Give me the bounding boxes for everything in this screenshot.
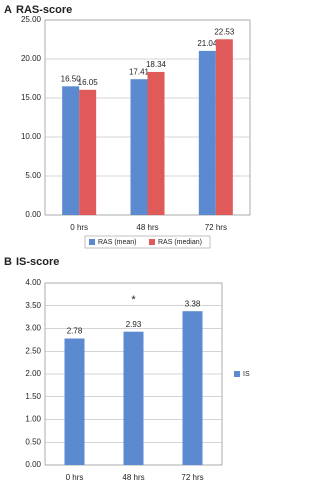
legend-swatch	[234, 371, 240, 377]
y-tick-label: 20.00	[21, 54, 42, 63]
y-tick-label: 1.50	[25, 392, 41, 401]
legend-label: IS	[243, 371, 250, 378]
y-tick-label: 10.00	[21, 132, 42, 141]
annotation: *	[131, 294, 136, 306]
y-tick-label: 2.00	[25, 369, 41, 378]
x-tick-label: 0 hrs	[66, 473, 84, 482]
value-label: 16.50	[61, 74, 82, 83]
y-tick-label: 2.50	[25, 346, 41, 355]
bar	[64, 338, 85, 465]
y-tick-label: 3.50	[25, 301, 41, 310]
chart-title: RAS-score	[16, 4, 72, 16]
bar	[123, 331, 144, 465]
legend-swatch	[149, 239, 155, 245]
legend-label: RAS (median)	[158, 239, 202, 246]
value-label: 2.78	[67, 327, 83, 336]
bar	[182, 311, 203, 465]
bar	[62, 86, 80, 215]
y-tick-label: 3.00	[25, 324, 41, 333]
y-tick-label: 0.50	[25, 437, 41, 446]
y-tick-label: 5.00	[25, 171, 41, 180]
value-label: 18.34	[146, 60, 167, 69]
bar	[79, 89, 97, 215]
value-label: 17.41	[129, 67, 150, 76]
page: A RAS-score 0.00 5.00 10.00 15.00 20.00 25.00 0 …	[4, 4, 251, 482]
value-label: 22.53	[214, 27, 235, 36]
y-tick-label: 4.00	[25, 278, 41, 287]
bar	[215, 39, 233, 216]
legend-swatch	[89, 239, 95, 245]
panel-letter: B	[4, 256, 12, 268]
legend-label: RAS (mean)	[98, 239, 137, 246]
y-tick-label: 0.00	[25, 210, 41, 219]
y-tick-label: 15.00	[21, 93, 42, 102]
y-tick-label: 1.00	[25, 415, 41, 424]
x-tick-label: 72 hrs	[181, 473, 203, 482]
y-tick-label: 25.00	[21, 15, 42, 24]
x-tick-label: 48 hrs	[136, 223, 158, 232]
panel-letter: A	[4, 4, 12, 16]
x-tick-label: 72 hrs	[205, 223, 227, 232]
x-tick-label: 0 hrs	[70, 223, 88, 232]
bar	[130, 79, 148, 216]
value-label: 16.05	[78, 78, 99, 87]
x-tick-label: 48 hrs	[122, 473, 144, 482]
legend-box	[84, 235, 211, 249]
value-label: 2.93	[126, 320, 142, 329]
chart-title: IS-score	[16, 256, 59, 268]
bar	[147, 71, 165, 215]
value-label: 21.04	[197, 39, 218, 48]
y-tick-label: 0.00	[25, 460, 41, 469]
bar	[198, 50, 216, 215]
value-label: 3.38	[185, 299, 201, 308]
